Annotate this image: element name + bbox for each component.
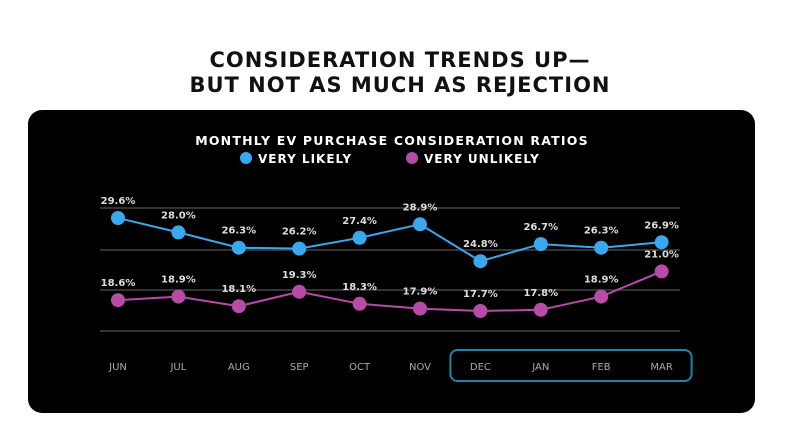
data-label: 24.8% [463, 239, 498, 250]
data-label: 28.9% [403, 202, 438, 213]
data-point [111, 293, 125, 308]
data-label: 17.7% [463, 289, 498, 300]
chart-card [28, 110, 755, 413]
legend-label-very-unlikely: VERY UNLIKELY [424, 152, 540, 166]
data-label: 17.8% [523, 288, 558, 299]
data-label: 18.3% [342, 282, 377, 293]
data-label: 26.2% [282, 227, 317, 238]
data-label: 18.6% [101, 278, 136, 289]
data-point [231, 299, 246, 314]
data-point [654, 264, 669, 279]
data-point [171, 225, 186, 240]
series-line [117, 217, 662, 263]
data-point [352, 230, 367, 245]
data-point [352, 296, 367, 311]
data-point [533, 302, 548, 317]
legend-label-very-likely: VERY LIKELY [258, 152, 352, 166]
data-label: 18.1% [221, 284, 256, 295]
data-point [292, 284, 307, 299]
data-label: 18.9% [584, 275, 619, 286]
data-point [111, 211, 125, 225]
headline-line-1: CONSIDERATION TRENDS UP— [209, 48, 591, 72]
data-label: 26.7% [523, 222, 558, 233]
data-point [654, 235, 669, 250]
data-point [533, 237, 548, 252]
x-tick-label: NOV [409, 362, 431, 373]
data-point [594, 289, 609, 304]
data-point [413, 301, 427, 316]
headline-line-2: BUT NOT AS MUCH AS REJECTION [189, 73, 611, 97]
data-point [231, 240, 246, 255]
data-label: 26.3% [584, 226, 619, 237]
legend-marker-very-likely [240, 152, 252, 164]
data-label: 19.3% [282, 270, 317, 281]
data-label: 18.9% [161, 275, 196, 286]
series-line [117, 270, 662, 313]
x-tick-label: SEP [290, 362, 309, 373]
highlight-box [449, 349, 693, 382]
data-point [473, 254, 488, 269]
data-point [594, 240, 609, 255]
data-label: 21.0% [644, 249, 679, 260]
x-tick-label: JUL [169, 362, 186, 373]
data-label: 26.3% [221, 226, 256, 237]
data-label: 29.6% [101, 196, 136, 207]
legend-marker-very-unlikely [406, 152, 418, 164]
chart-title: MONTHLY EV PURCHASE CONSIDERATION RATIOS [195, 133, 589, 148]
data-label: 26.9% [644, 220, 679, 231]
data-point [413, 217, 427, 232]
data-label: 17.9% [403, 287, 438, 298]
x-tick-label: DEC [470, 362, 491, 373]
x-tick-label: OCT [349, 362, 371, 373]
data-point [292, 241, 307, 256]
x-tick-label: AUG [228, 362, 250, 373]
data-label: 27.4% [342, 216, 377, 227]
x-tick-label: FEB [592, 362, 611, 373]
data-point [473, 304, 488, 318]
data-label: 28.0% [161, 210, 196, 221]
x-tick-label: JUN [108, 362, 127, 373]
x-tick-label: MAR [650, 362, 672, 373]
data-point [171, 289, 186, 304]
x-tick-label: JAN [531, 362, 549, 373]
